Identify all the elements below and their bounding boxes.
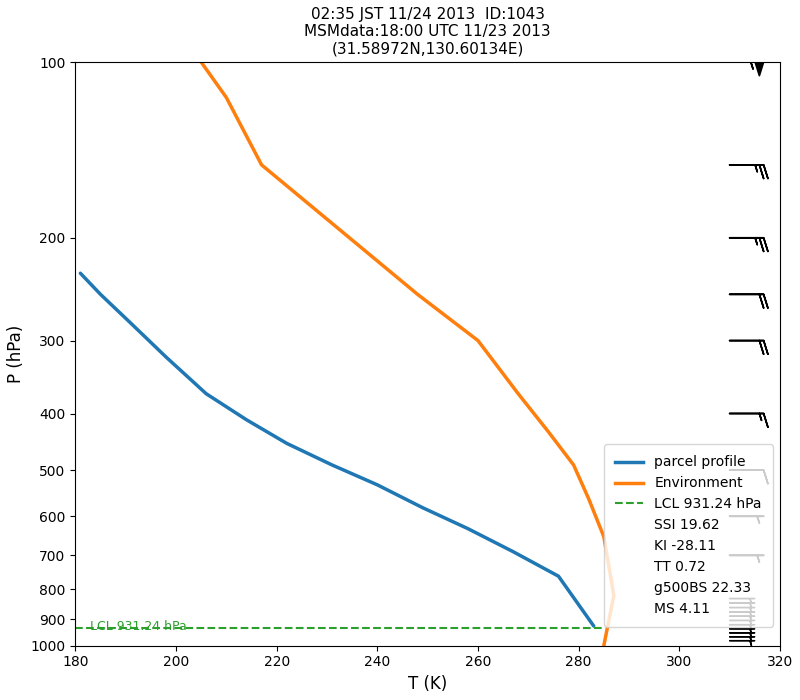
Title: 02:35 JST 11/24 2013  ID:1043
MSMdata:18:00 UTC 11/23 2013
(31.58972N,130.60134E: 02:35 JST 11/24 2013 ID:1043 MSMdata:18:… [304,7,551,57]
Legend: parcel profile, Environment, LCL 931.24 hPa, SSI 19.62, KI -28.11, TT 0.72, g500: parcel profile, Environment, LCL 931.24 … [604,444,773,627]
Text: LCL 931.24 hPa: LCL 931.24 hPa [90,620,187,634]
Y-axis label: P (hPa): P (hPa) [7,325,25,383]
X-axis label: T (K): T (K) [408,675,447,693]
